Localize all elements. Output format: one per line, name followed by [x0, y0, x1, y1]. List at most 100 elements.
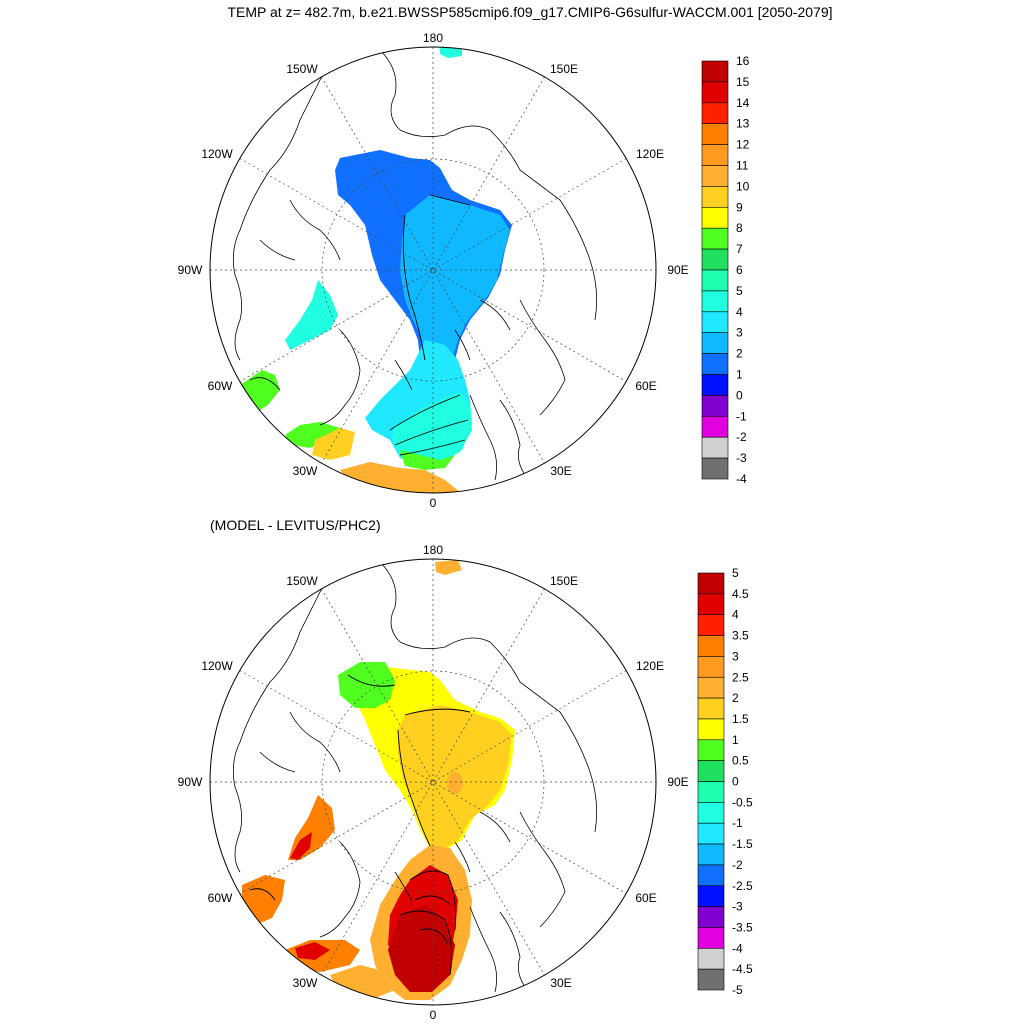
bottom-colorbar-swatch-1 [697, 593, 725, 615]
bottom-colorbar-swatch-6 [697, 697, 725, 720]
bottom-graticule [210, 559, 656, 1005]
bottom-colorbar-swatch-11 [697, 802, 725, 824]
bot-field-canada-basin-green [338, 662, 395, 708]
bottom-colorbar-tick-label-8: 1 [732, 733, 739, 747]
top-colorbar-swatch-19 [701, 457, 729, 480]
top-colorbar-swatch-1 [701, 81, 729, 104]
bottom-colorbar-tick-label-9: 0.5 [732, 754, 749, 768]
top-lon-30e: 30E [550, 464, 571, 478]
top-colorbar-swatch-11 [701, 290, 729, 313]
top-colorbar-tick-label-10: 6 [736, 263, 743, 277]
top-colorbar-swatch-15 [701, 374, 729, 396]
top-field-norway-coast [400, 450, 455, 470]
bot-field-irminger-red [295, 942, 330, 960]
bottom-colorbar-tick-label-15: -2.5 [732, 879, 753, 893]
top-lon-150w: 150W [286, 62, 318, 76]
bot-lon-150w: 150W [286, 574, 318, 588]
top-contours [249, 194, 471, 456]
top-colorbar-tick-label-2: 14 [736, 96, 750, 110]
top-lon-60w: 60W [208, 379, 233, 393]
bottom-colorbar-tick-label-14: -2 [732, 858, 743, 872]
top-colorbar-swatch-16 [701, 395, 729, 417]
bottom-colorbar-tick-label-0: 5 [732, 566, 739, 580]
bottom-colorbar-tick-label-17: -3.5 [732, 920, 753, 934]
bottom-colorbar-tick-label-11: -0.5 [732, 795, 753, 809]
bottom-colorbar-swatch-2 [697, 614, 725, 636]
top-colorbar-swatch-3 [701, 123, 729, 145]
top-field-baffin-bay [285, 280, 338, 350]
top-map-boundary [209, 46, 657, 494]
top-colorbar-swatch-13 [701, 332, 729, 354]
bottom-colorbar-tick-label-5: 2.5 [732, 670, 749, 684]
bottom-colorbar-swatch-0 [697, 572, 725, 595]
bottom-colorbar-swatch-13 [697, 843, 725, 866]
bot-lon-30e: 30E [550, 976, 571, 990]
bottom-colorbar-tick-label-4: 3 [732, 649, 739, 663]
bottom-colorbar-swatch-7 [697, 718, 725, 741]
bot-field-irminger [285, 940, 360, 972]
difference-title: (MODEL - LEVITUS/PHC2) [210, 517, 381, 533]
bottom-colorbar-tick-label-20: -5 [732, 983, 743, 997]
top-colorbar-tick-label-15: 1 [736, 368, 743, 382]
top-colorbar-swatch-2 [701, 102, 729, 125]
bottom-colorbar-tick-label-12: -1 [732, 816, 743, 830]
top-map: 180 150W 150E 120W 120E 90W 90E 60W 60E … [178, 31, 689, 510]
top-colorbar-tick-label-9: 7 [736, 242, 743, 256]
bot-lon-0: 0 [430, 1008, 437, 1022]
bot-lon-120e: 120E [636, 659, 664, 673]
top-colorbar-tick-label-5: 11 [736, 159, 749, 173]
bot-field-baffin-red [290, 832, 312, 860]
top-colorbar-tick-label-8: 8 [736, 221, 743, 235]
top-lon-120w: 120W [201, 147, 233, 161]
top-field-eurasian-basin [400, 195, 510, 378]
bot-lon-180: 180 [423, 543, 443, 557]
top-colorbar-swatch-0 [701, 60, 729, 83]
bottom-colorbar-swatch-17 [697, 927, 725, 949]
bot-lon-30w: 30W [293, 976, 318, 990]
bottom-colorbar-swatch-8 [697, 739, 725, 761]
top-lon-labels: 180 150W 150E 120W 120E 90W 90E 60W 60E … [178, 31, 689, 510]
bot-lon-90w: 90W [178, 775, 203, 789]
bottom-colorbar-tick-label-19: -4.5 [732, 962, 753, 976]
top-coastlines [232, 47, 598, 481]
top-colorbar-tick-label-16: 0 [736, 388, 743, 402]
top-colorbar-swatch-9 [701, 248, 729, 271]
top-colorbar-tick-label-7: 9 [736, 200, 743, 214]
top-colorbar-tick-label-3: 13 [736, 117, 750, 131]
bot-lon-120w: 120W [201, 659, 233, 673]
top-colorbar-tick-label-19: -3 [736, 451, 747, 465]
bottom-colorbar-tick-label-1: 4.5 [732, 587, 749, 601]
bottom-colorbar-tick-label-3: 3.5 [732, 629, 749, 643]
bottom-map-fields [232, 559, 598, 1000]
top-map-fields [232, 47, 598, 493]
figure-title: TEMP at z= 482.7m, b.e21.BWSSP585cmip6.f… [227, 4, 832, 20]
top-colorbar-tick-label-4: 12 [736, 138, 750, 152]
bottom-colorbar-swatch-4 [697, 656, 725, 678]
bottom-colorbar-swatch-9 [697, 760, 725, 782]
top-lon-60e: 60E [635, 379, 656, 393]
top-colorbar-swatch-18 [701, 436, 729, 459]
bot-field-labrador [242, 875, 285, 925]
top-colorbar-tick-label-14: 2 [736, 347, 743, 361]
top-colorbar-tick-label-11: 5 [736, 284, 743, 298]
top-graticule [210, 47, 656, 493]
top-colorbar-tick-label-1: 15 [736, 75, 750, 89]
bot-field-bering [435, 560, 462, 575]
bottom-colorbar-tick-label-18: -4 [732, 941, 743, 955]
top-lon-90e: 90E [667, 263, 688, 277]
bottom-contours [249, 674, 471, 976]
top-colorbar-swatch-12 [701, 311, 729, 333]
top-colorbar-tick-label-13: 3 [736, 326, 743, 340]
top-lon-150e: 150E [550, 62, 578, 76]
bottom-coastlines [232, 559, 598, 993]
top-colorbar-swatch-5 [701, 165, 729, 187]
top-field-norwegian-sea [392, 392, 472, 462]
bottom-map: 180 150W 150E 120W 120E 90W 90E 60W 60E … [178, 543, 689, 1022]
bottom-colorbar-swatch-5 [697, 676, 725, 699]
top-colorbar-swatch-17 [701, 415, 729, 438]
bottom-colorbar: 5 4.5 4 3.5 3 2.5 2 1.5 1 0.5 0 -0.5 -1 -1.5 -2 -2.5 -3 -… [697, 566, 753, 997]
bottom-lon-labels: 180 150W 150E 120W 120E 90W 90E 60W 60E … [178, 543, 689, 1022]
top-colorbar-swatch-4 [701, 144, 729, 166]
